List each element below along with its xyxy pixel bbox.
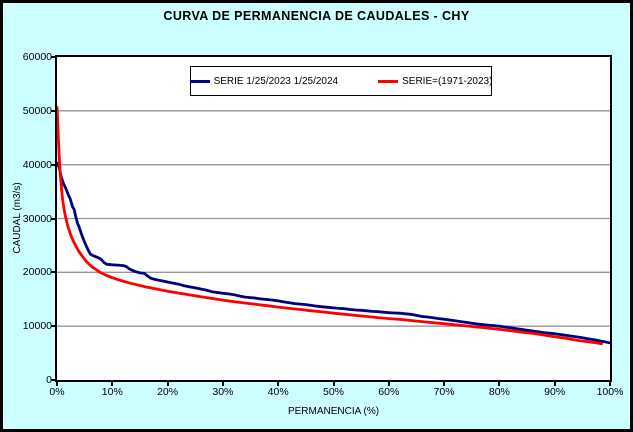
y-tickmark xyxy=(51,379,56,381)
x-tickmark xyxy=(166,381,169,386)
y-tickmark xyxy=(51,325,56,328)
x-tick-label: 80% xyxy=(488,386,510,398)
legend-entry-serie-2023-2024: SERIE 1/25/2023 1/25/2024 xyxy=(189,75,339,87)
y-axis-title: CAUDAL (m3/s) xyxy=(12,182,23,254)
x-tick-label: 0% xyxy=(49,386,65,398)
x-tick-label: 30% xyxy=(212,386,234,398)
y-tick-label: 40000 xyxy=(22,158,52,171)
curves-svg xyxy=(57,105,610,346)
y-tickmark xyxy=(51,109,56,112)
y-tickmark xyxy=(51,217,56,220)
y-tick-label: 50000 xyxy=(22,104,52,117)
x-tickmark xyxy=(609,381,611,386)
x-axis-title: PERMANENCIA (%) xyxy=(287,406,380,417)
x-tick-label: 60% xyxy=(378,386,400,398)
y-tick-label: 60000 xyxy=(22,51,52,63)
x-tickmark xyxy=(111,381,114,386)
y-tickmark xyxy=(51,56,56,58)
y-tick-label: 10000 xyxy=(22,320,52,333)
x-tickmark xyxy=(498,381,501,386)
x-tickmark xyxy=(221,381,224,386)
x-tickmark xyxy=(387,381,390,386)
x-tickmark xyxy=(277,381,280,386)
y-tickmark xyxy=(51,271,56,274)
y-tick-label: 20000 xyxy=(22,266,52,279)
x-tick-label: 50% xyxy=(322,386,344,398)
legend-label-serie-2023-2024: SERIE 1/25/2023 1/25/2024 xyxy=(213,75,339,87)
x-tickmark xyxy=(553,381,556,386)
legend: SERIE 1/25/2023 1/25/2024 SERIE=(1971-20… xyxy=(189,66,492,96)
y-tick-label: 0 xyxy=(46,374,52,386)
series-line xyxy=(57,105,604,346)
x-tick-label: 20% xyxy=(157,386,179,398)
x-tick-label: 70% xyxy=(433,386,455,398)
x-tick-label: 100% xyxy=(596,386,624,398)
legend-entry-serie-1971-2023: SERIE=(1971-2023) xyxy=(378,76,492,87)
x-tickmark xyxy=(443,381,446,386)
legend-line-swatch-navy xyxy=(189,79,210,83)
series-line xyxy=(57,161,610,345)
y-tickmark xyxy=(51,163,56,166)
chart-title: CURVA DE PERMANENCIA DE CAUDALES - CHY xyxy=(163,9,470,23)
x-tick-label: 40% xyxy=(267,386,289,398)
x-tickmark xyxy=(56,381,58,386)
legend-line-swatch-red xyxy=(378,79,399,83)
x-tick-label: 10% xyxy=(101,386,123,398)
y-tick-label: 30000 xyxy=(22,212,52,225)
x-tick-label: 90% xyxy=(544,386,566,398)
legend-label-serie-1971-2023: SERIE=(1971-2023) xyxy=(402,75,493,87)
x-tickmark xyxy=(332,381,335,386)
plot-area xyxy=(55,55,612,382)
